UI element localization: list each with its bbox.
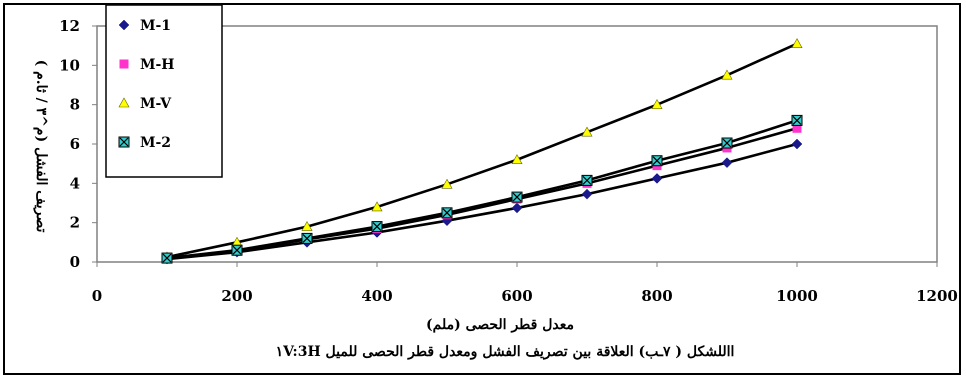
data-point-m-v <box>721 69 733 80</box>
trend-line-m-2 <box>166 119 798 260</box>
chart-caption: االلشكل ( ٧ـب) العلاقة بين تصريف الفشل و… <box>276 344 735 360</box>
legend-marker-m-h <box>119 59 129 69</box>
legend-label-m-1: M-1 <box>140 18 171 34</box>
data-point-m-v <box>301 220 313 231</box>
y-tick-label: 8 <box>70 96 80 114</box>
marker-cross <box>722 138 732 148</box>
legend-marker-m-1 <box>118 19 130 31</box>
data-point-m-1 <box>721 157 733 169</box>
marker-cross <box>162 253 172 263</box>
x-tick-label: 400 <box>361 287 392 305</box>
x-tick-label: 1200 <box>916 287 958 305</box>
x-tick-label: 800 <box>641 287 672 305</box>
y-tick-label: 6 <box>70 135 80 153</box>
data-point-m-v <box>371 201 383 212</box>
legend-box <box>105 4 223 178</box>
y-tick-label: 4 <box>70 174 80 192</box>
data-point-m-2 <box>581 174 593 186</box>
marker-cross <box>652 156 662 166</box>
legend-label-m-v: M-V <box>140 96 172 112</box>
y-axis-title: تصريف الفشل (م^٣ / ثا.م ) <box>33 60 49 233</box>
marker-cross <box>232 245 242 255</box>
y-tick-label: 10 <box>59 56 80 74</box>
data-point-m-v <box>791 38 803 49</box>
data-point-m-v <box>441 178 453 189</box>
data-point-m-2 <box>441 207 453 219</box>
legend-label-m-2: M-2 <box>140 135 171 151</box>
data-point-m-h <box>792 123 802 133</box>
marker-cross <box>512 192 522 202</box>
marker-cross <box>792 115 802 125</box>
marker-cross <box>119 137 129 147</box>
marker-cross <box>302 233 312 243</box>
data-point-m-v <box>581 126 593 137</box>
data-point-m-v <box>511 154 523 165</box>
legend-marker-m-2 <box>118 136 130 148</box>
x-axis-title: معدل قطر الحصى (ملم) <box>426 317 574 333</box>
data-point-m-2 <box>651 155 663 167</box>
data-point-m-2 <box>161 252 173 264</box>
y-tick-label: 2 <box>70 214 80 232</box>
marker-cross <box>582 175 592 185</box>
x-tick-label: 200 <box>221 287 252 305</box>
y-tick-label: 0 <box>70 253 80 271</box>
marker-cross <box>442 208 452 218</box>
x-tick-label: 1000 <box>776 287 818 305</box>
data-point-m-2 <box>371 221 383 233</box>
data-point-m-1 <box>791 138 803 150</box>
data-point-m-2 <box>231 244 243 256</box>
data-point-m-2 <box>511 191 523 203</box>
y-tick-label: 12 <box>59 17 80 35</box>
data-point-m-2 <box>721 137 733 149</box>
data-point-m-1 <box>581 188 593 200</box>
data-point-m-2 <box>301 232 313 244</box>
data-point-m-1 <box>511 202 523 214</box>
data-point-m-2 <box>791 114 803 126</box>
data-point-m-1 <box>651 173 663 184</box>
trend-line-m-1 <box>166 142 798 261</box>
x-tick-label: 600 <box>501 287 532 305</box>
data-point-m-v <box>651 99 663 109</box>
trend-line-m-v <box>166 42 798 259</box>
plot-area <box>96 25 938 263</box>
legend-label-m-h: M-H <box>140 57 175 73</box>
legend-marker-m-v <box>118 97 130 108</box>
x-tick-label: 0 <box>92 287 102 305</box>
marker-cross <box>372 222 382 232</box>
